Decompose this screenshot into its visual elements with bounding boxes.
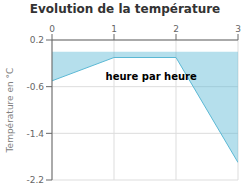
svg-text:0: 0	[49, 24, 55, 34]
svg-text:-1.4: -1.4	[26, 129, 44, 139]
svg-text:0.2: 0.2	[30, 35, 44, 45]
svg-text:3: 3	[235, 24, 241, 34]
html-text:Evolution de la température: Evolution de la température	[29, 2, 221, 16]
svg-text:-0.6: -0.6	[26, 82, 44, 92]
svg-text:2: 2	[173, 24, 179, 34]
svg-text:-2.2: -2.2	[26, 175, 44, 185]
svg-text:heure par heure: heure par heure	[106, 71, 197, 82]
svg-text:1: 1	[111, 24, 117, 34]
svg-text:Température en °C: Température en °C	[8, 68, 15, 154]
